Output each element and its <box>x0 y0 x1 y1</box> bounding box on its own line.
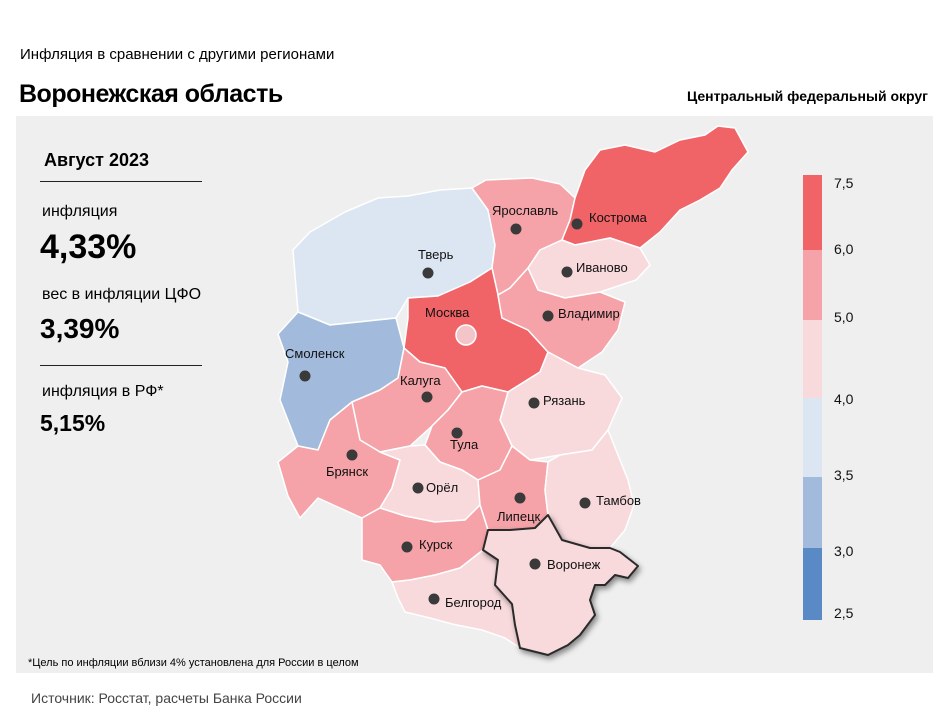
inflation-label: инфляция <box>42 203 118 220</box>
city-marker-липецк <box>514 492 526 504</box>
divider-top <box>40 181 202 182</box>
city-label-москва: Москва <box>425 305 470 320</box>
city-marker-ярославль <box>510 223 522 235</box>
city-marker-тамбов <box>579 497 591 509</box>
city-label-рязань: Рязань <box>543 393 586 408</box>
legend-tick-label: 2,5 <box>834 605 854 621</box>
city-label-калуга: Калуга <box>400 373 441 388</box>
legend-tick-label: 6,0 <box>834 241 854 257</box>
legend-swatch-4 <box>803 477 822 548</box>
city-marker-владимир <box>542 310 554 322</box>
city-label-иваново: Иваново <box>576 260 628 275</box>
legend-tick-label: 4,0 <box>834 391 854 407</box>
source-note: Источник: Росстат, расчеты Банка России <box>31 690 302 706</box>
weight-label: вес в инфляции ЦФО <box>42 286 202 303</box>
city-marker-курск <box>401 541 413 553</box>
city-label-ярославль: Ярославль <box>492 203 558 218</box>
city-label-владимир: Владимир <box>558 306 620 321</box>
legend-swatch-2 <box>803 320 822 398</box>
legend-tick-label: 5,0 <box>834 309 854 325</box>
city-marker-смоленск <box>299 370 311 382</box>
city-label-курск: Курск <box>419 537 453 552</box>
chart-supertitle: Инфляция в сравнении с другими регионами <box>20 46 335 63</box>
city-label-воронеж: Воронеж <box>547 557 601 572</box>
city-marker-калуга <box>421 391 433 403</box>
city-label-смоленск: Смоленск <box>285 346 345 361</box>
city-marker-воронеж <box>529 558 541 570</box>
legend-swatch-3 <box>803 398 822 477</box>
city-marker-рязань <box>528 397 540 409</box>
legend-swatch-1 <box>803 250 822 320</box>
city-marker-москва <box>455 324 477 346</box>
period-label: Август 2023 <box>44 150 149 170</box>
rf-inflation-value: 5,15% <box>40 410 106 436</box>
city-label-липецк: Липецк <box>497 509 541 524</box>
city-marker-кострома <box>571 218 583 230</box>
footnote: *Цель по инфляции вблизи 4% установлена … <box>28 657 359 669</box>
city-label-кострома: Кострома <box>589 210 648 225</box>
region-иваново <box>527 237 651 299</box>
legend-tick-label: 3,5 <box>834 467 854 483</box>
city-marker-белгород <box>428 593 440 605</box>
city-marker-иваново <box>561 266 573 278</box>
city-label-брянск: Брянск <box>326 464 368 479</box>
legend-tick-label: 7,5 <box>834 175 854 191</box>
city-marker-тула <box>451 427 463 439</box>
city-label-тверь: Тверь <box>418 247 454 262</box>
city-label-орёл: Орёл <box>426 480 458 495</box>
city-label-белгород: Белгород <box>445 595 502 610</box>
rf-inflation-label: инфляция в РФ* <box>42 383 164 400</box>
district-label: Центральный федеральный округ <box>686 88 928 104</box>
region-кострома <box>561 125 749 249</box>
city-marker-тверь <box>422 267 434 279</box>
city-marker-орёл <box>412 482 424 494</box>
weight-value: 3,39% <box>40 313 120 344</box>
city-label-тула: Тула <box>450 437 479 452</box>
divider-bottom <box>40 365 202 366</box>
legend-tick-label: 3,0 <box>834 543 854 559</box>
region-воронеж <box>482 514 639 656</box>
page-title: Воронежская область <box>19 80 283 108</box>
inflation-value: 4,33% <box>40 228 137 266</box>
city-marker-брянск <box>346 449 358 461</box>
city-label-тамбов: Тамбов <box>596 493 641 508</box>
region-владимир <box>497 267 626 369</box>
legend-swatch-0 <box>803 175 822 250</box>
legend-swatch-5 <box>803 548 822 620</box>
